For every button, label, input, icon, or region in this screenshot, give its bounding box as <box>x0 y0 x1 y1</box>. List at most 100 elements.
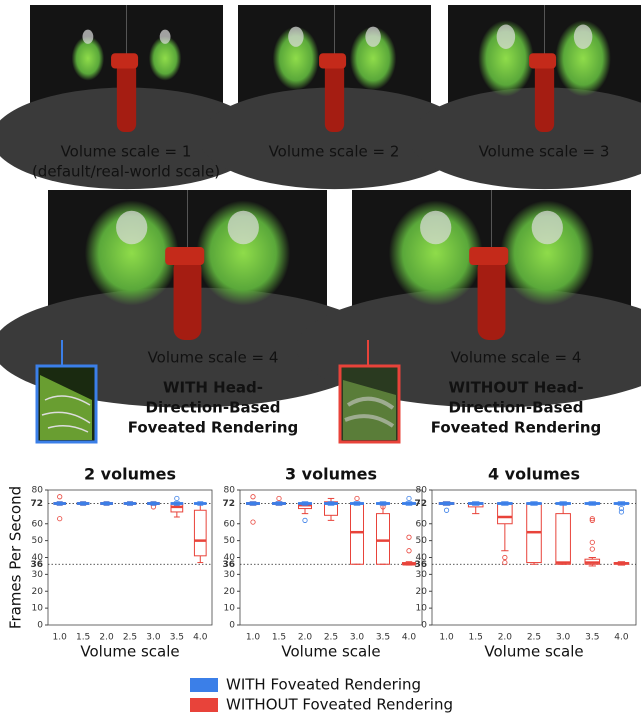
legend-label: WITHOUT Foveated Rendering <box>226 696 453 714</box>
x-axis-label: Volume scale <box>281 643 380 661</box>
chart-title: 3 volumes <box>285 465 377 484</box>
avatar <box>174 258 202 341</box>
volume-top <box>497 25 516 49</box>
x-tick-label: 1.0 <box>246 633 261 643</box>
y-tick-label: 80 <box>32 486 44 496</box>
box <box>498 504 513 524</box>
floor <box>409 88 641 190</box>
flier <box>175 496 179 500</box>
flier <box>503 555 507 559</box>
flier <box>58 495 62 499</box>
x-tick-label: 1.0 <box>53 633 68 643</box>
y-tick-label: 80 <box>416 486 428 496</box>
plot-frame <box>240 490 422 625</box>
box <box>556 514 571 565</box>
y-tick-label: 0 <box>37 621 43 631</box>
flier <box>590 540 594 544</box>
inset-without <box>340 366 399 442</box>
caption: Volume scale = 4 <box>148 349 279 367</box>
panel-label: Foveated Rendering <box>431 419 602 437</box>
chart-title: 2 volumes <box>84 465 176 484</box>
volume-top <box>228 211 259 245</box>
avatar <box>535 62 554 132</box>
flier <box>277 496 281 500</box>
caption: Volume scale = 3 <box>479 143 610 161</box>
x-tick-label: 4.0 <box>614 633 629 643</box>
reference-label: 72 <box>30 499 43 509</box>
flier <box>303 518 307 522</box>
reference-label: 72 <box>414 499 427 509</box>
y-tick-label: 10 <box>224 604 236 614</box>
volume-top <box>288 27 303 47</box>
panel-label: WITH Head- <box>163 379 263 397</box>
legend-swatch <box>190 698 218 712</box>
x-tick-label: 3.5 <box>376 633 390 643</box>
y-tick-label: 10 <box>32 604 44 614</box>
box <box>377 514 390 565</box>
x-tick-label: 2.0 <box>298 633 313 643</box>
volume-top <box>82 30 93 44</box>
avatar <box>478 258 506 341</box>
avatar-head <box>111 53 138 68</box>
caption: Volume scale = 2 <box>269 143 400 161</box>
volume-top <box>160 30 171 44</box>
x-axis-label: Volume scale <box>484 643 583 661</box>
x-tick-label: 2.5 <box>123 633 137 643</box>
avatar-head <box>469 247 508 265</box>
flier <box>590 547 594 551</box>
x-tick-label: 3.5 <box>585 633 599 643</box>
avatar-head <box>165 247 204 265</box>
y-tick-label: 0 <box>229 621 235 631</box>
y-tick-label: 50 <box>32 536 44 546</box>
y-axis-label: Frames Per Second <box>7 486 25 629</box>
flier <box>251 495 255 499</box>
reference-label: 36 <box>30 560 43 570</box>
panel-label: Direction-Based <box>449 399 584 417</box>
panel-label: WITHOUT Head- <box>448 379 583 397</box>
x-tick-label: 2.0 <box>498 633 513 643</box>
x-tick-label: 3.0 <box>350 633 365 643</box>
panel-label: Foveated Rendering <box>128 419 299 437</box>
volume-top <box>365 27 380 47</box>
flier <box>355 496 359 500</box>
caption: Volume scale = 1 <box>61 143 192 161</box>
avatar <box>325 62 344 132</box>
avatar-head <box>319 53 346 68</box>
flier <box>444 508 448 512</box>
y-tick-label: 10 <box>416 604 428 614</box>
y-tick-label: 20 <box>416 587 428 597</box>
legend-swatch <box>190 678 218 692</box>
box <box>351 504 364 565</box>
volume-top <box>420 211 451 245</box>
y-tick-label: 30 <box>32 570 44 580</box>
flier <box>58 516 62 520</box>
x-tick-label: 1.5 <box>469 633 483 643</box>
x-tick-label: 3.0 <box>146 633 161 643</box>
y-tick-label: 60 <box>224 519 236 529</box>
volume-top <box>532 211 563 245</box>
y-tick-label: 30 <box>224 570 236 580</box>
avatar <box>117 62 136 132</box>
reference-label: 36 <box>222 560 235 570</box>
volume-top <box>116 211 147 245</box>
caption: Volume scale = 4 <box>451 349 582 367</box>
y-tick-label: 60 <box>32 519 44 529</box>
x-tick-label: 2.5 <box>324 633 338 643</box>
y-tick-label: 50 <box>416 536 428 546</box>
flier <box>503 560 507 564</box>
y-tick-label: 80 <box>224 486 236 496</box>
chart-title: 4 volumes <box>488 465 580 484</box>
flier <box>407 549 411 553</box>
panel-label: Direction-Based <box>146 399 281 417</box>
x-tick-label: 4.0 <box>193 633 208 643</box>
figure: Volume scale = 1 (default/real-world scal… <box>0 0 641 714</box>
avatar-head <box>529 53 556 68</box>
x-tick-label: 2.0 <box>99 633 114 643</box>
caption: (default/real-world scale) <box>32 163 220 181</box>
reference-label: 72 <box>222 499 235 509</box>
inset-with <box>37 366 96 442</box>
y-tick-label: 30 <box>416 570 428 580</box>
flier <box>407 535 411 539</box>
plot-frame <box>48 490 212 625</box>
flier <box>251 520 255 524</box>
